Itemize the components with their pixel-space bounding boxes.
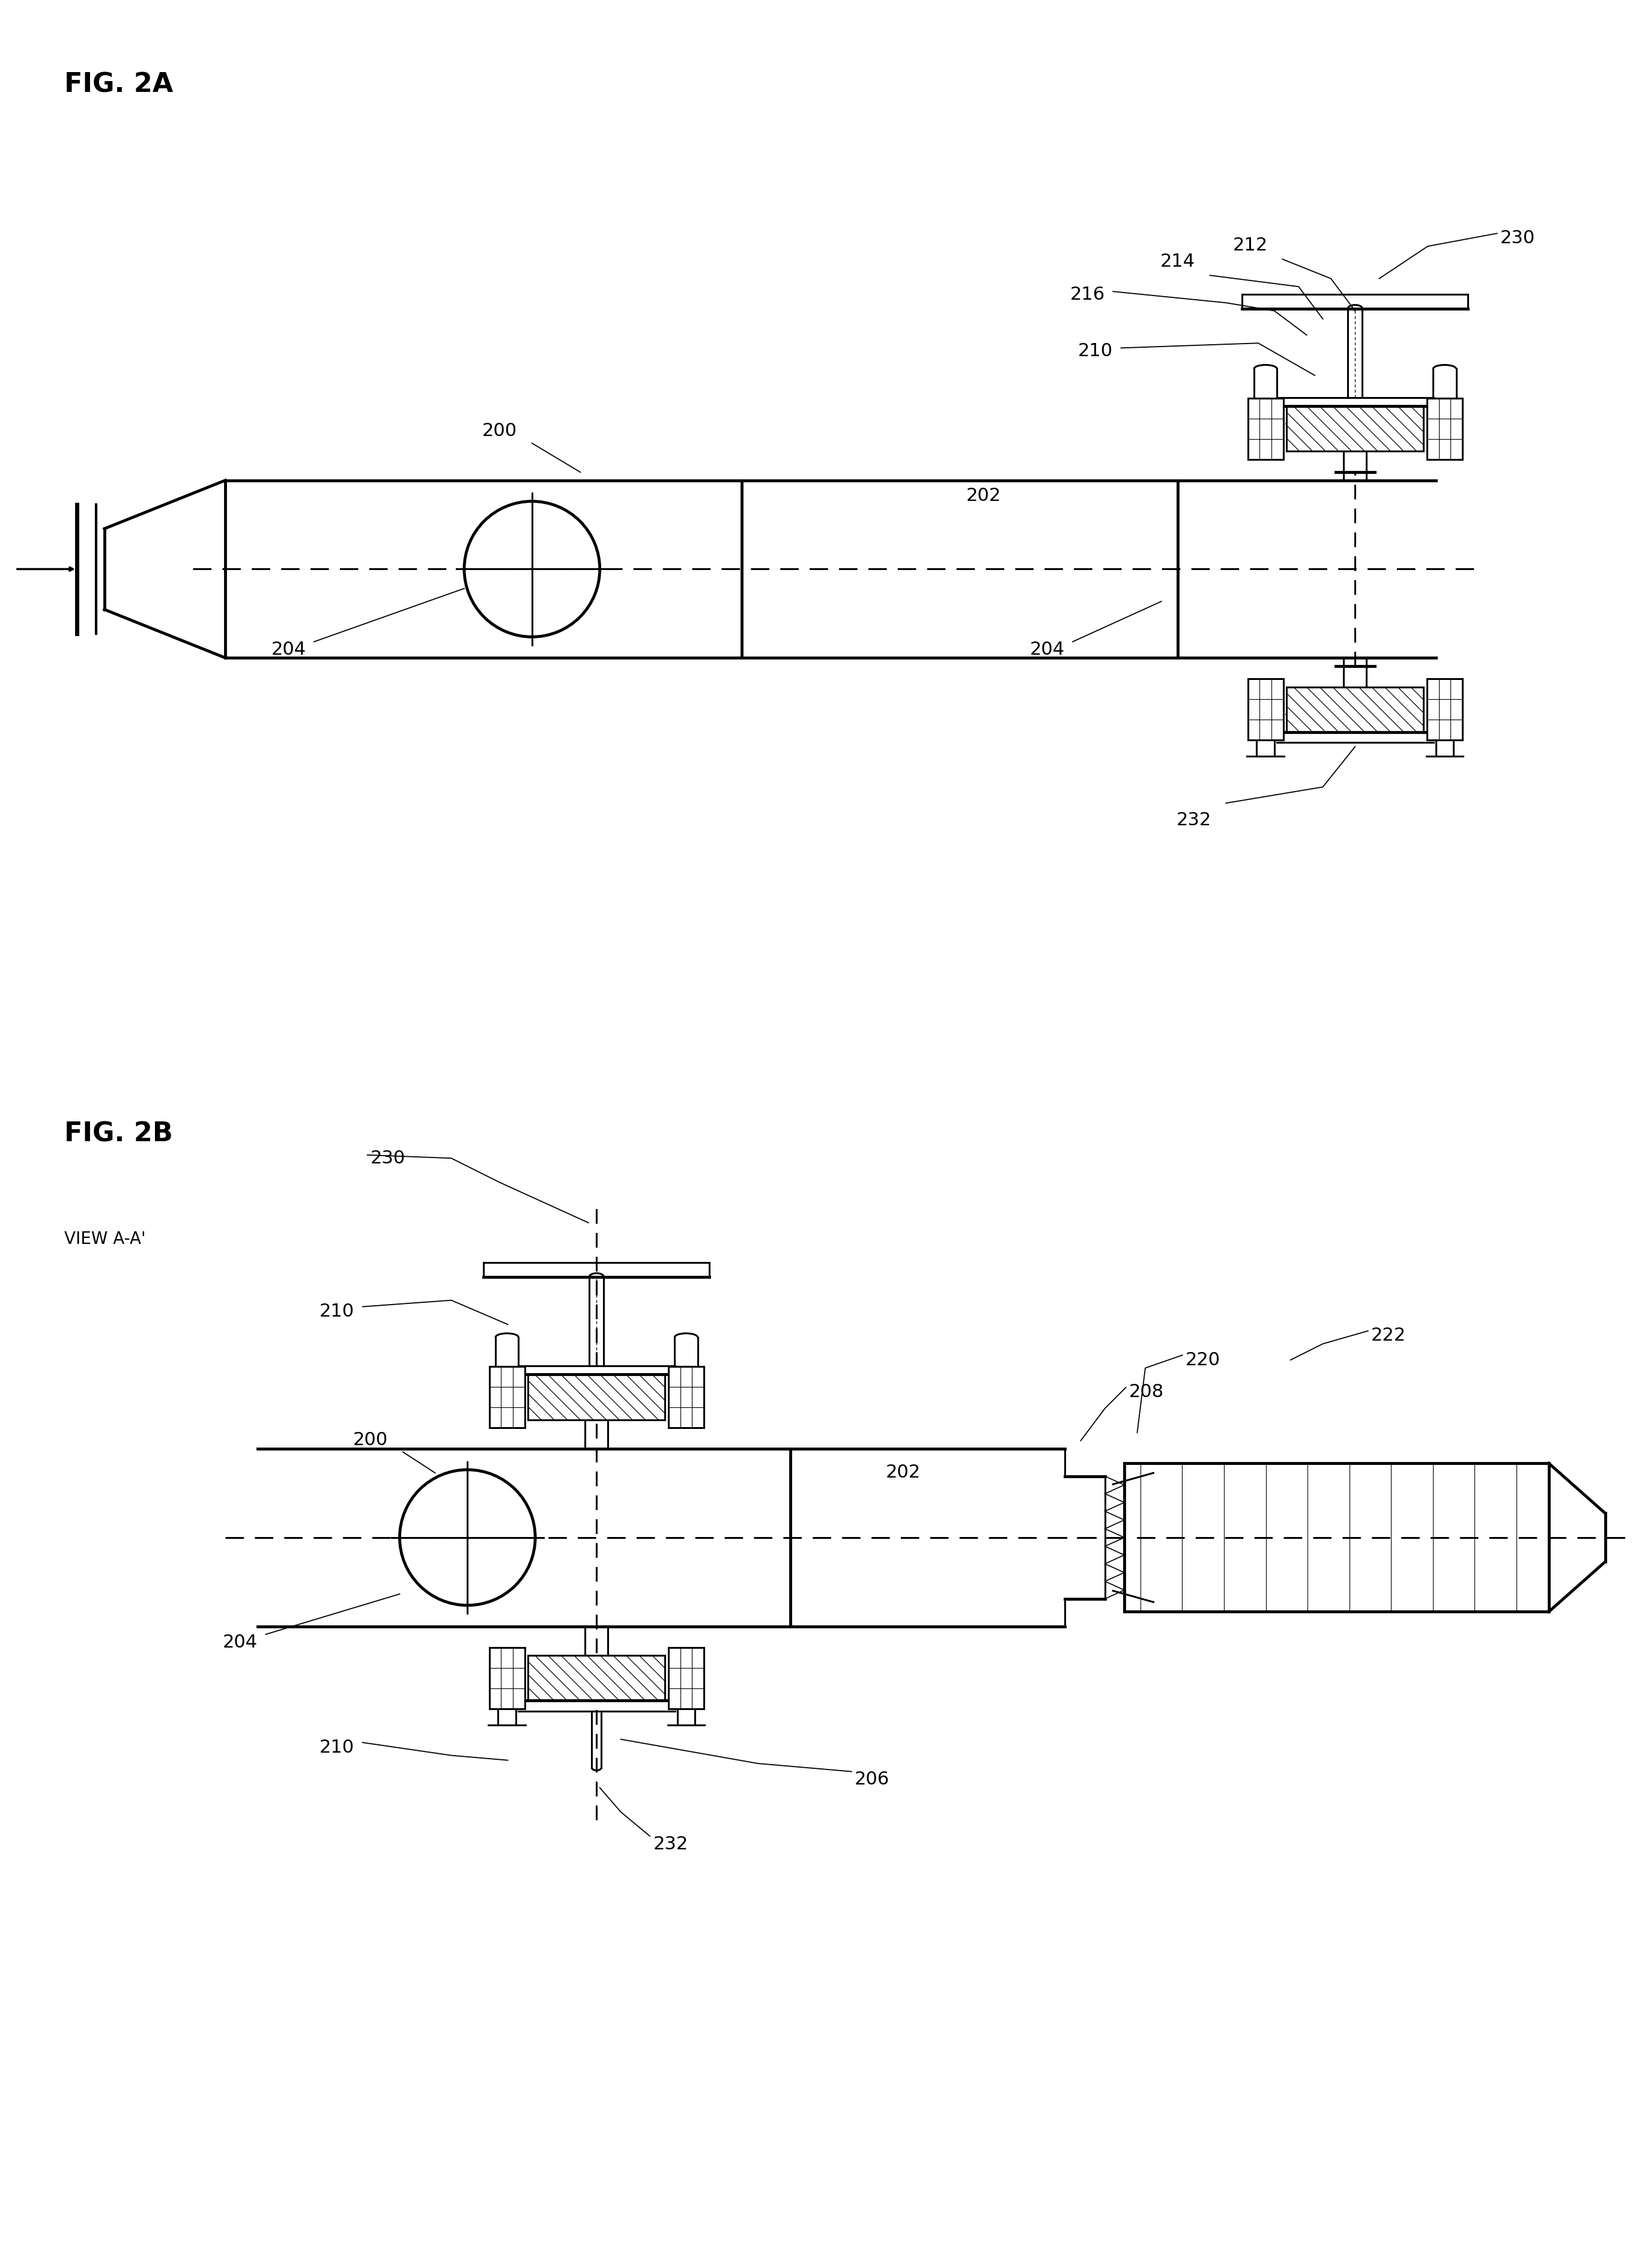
Bar (1426, 397, 1462, 460)
Text: FIG. 2A: FIG. 2A (64, 73, 173, 98)
Text: 210: 210 (1077, 342, 1114, 361)
Text: 206: 206 (855, 1771, 890, 1789)
Bar (1249, 678, 1283, 739)
Text: 210: 210 (319, 1740, 354, 1755)
Text: 232: 232 (653, 1835, 688, 1853)
Text: 204: 204 (222, 1633, 258, 1651)
Bar (1286, 687, 1423, 733)
Text: 204: 204 (1030, 642, 1064, 658)
Text: 210: 210 (319, 1302, 354, 1320)
Text: 200: 200 (482, 422, 517, 440)
Text: 230: 230 (370, 1150, 406, 1168)
Text: 200: 200 (354, 1431, 388, 1449)
Bar (528, 1374, 665, 1420)
Bar (668, 1647, 704, 1708)
Text: 230: 230 (1500, 229, 1535, 247)
Bar (528, 1656, 665, 1701)
Text: VIEW A-A': VIEW A-A' (64, 1232, 145, 1247)
Text: 202: 202 (966, 488, 1002, 503)
Bar (1426, 678, 1462, 739)
Text: 222: 222 (1372, 1327, 1406, 1345)
Text: A: A (1369, 703, 1383, 723)
Text: 212: 212 (1232, 236, 1268, 254)
Text: 204: 204 (271, 642, 306, 658)
Text: 202: 202 (885, 1463, 921, 1481)
Text: 214: 214 (1160, 254, 1194, 270)
Bar (489, 1365, 525, 1429)
Text: A': A' (1369, 415, 1390, 435)
Bar (489, 1647, 525, 1708)
Bar (1286, 406, 1423, 451)
Bar (1249, 397, 1283, 460)
Text: 232: 232 (1176, 812, 1211, 828)
Bar (668, 1365, 704, 1429)
Text: 216: 216 (1069, 286, 1105, 304)
Text: 220: 220 (1186, 1352, 1221, 1368)
Text: FIG. 2B: FIG. 2B (64, 1120, 173, 1148)
Text: 208: 208 (1128, 1383, 1165, 1402)
